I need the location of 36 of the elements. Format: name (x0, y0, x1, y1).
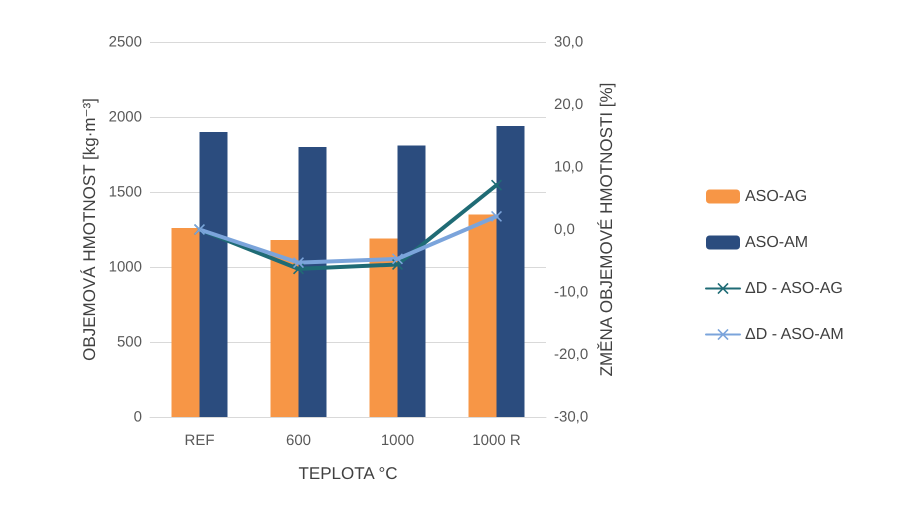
y2-tick-label: 0,0 (554, 221, 575, 238)
bar (496, 126, 524, 417)
bar (172, 228, 200, 417)
x-tick-label: 600 (286, 432, 312, 449)
y2-tick-label: 30,0 (554, 34, 584, 50)
y-tick-label: 2000 (108, 108, 142, 126)
x-axis-title: TEPLOTA °C (298, 464, 398, 483)
y-tick-label: 2500 (108, 34, 142, 50)
x-tick-label: REF (184, 432, 214, 449)
point (491, 210, 502, 222)
y2-tick-label: 20,0 (554, 96, 584, 113)
y-tick-label: 1500 (108, 184, 142, 200)
y2-tick-label: 10,0 (554, 158, 584, 176)
legend-label: ASO-AG (745, 188, 808, 205)
bar (398, 146, 426, 417)
y2-tick-label: -20,0 (554, 346, 588, 363)
point (392, 253, 403, 264)
legend-label: ΔD - ASO-AG (745, 280, 843, 297)
bar (270, 240, 298, 417)
y2-tick-label: -30,0 (554, 408, 588, 426)
bar (200, 132, 228, 417)
point (293, 257, 304, 268)
bar (370, 238, 398, 417)
bar (468, 214, 496, 417)
y-tick-label: 1000 (108, 258, 142, 276)
y-tick-label: 500 (116, 334, 142, 350)
y2-tick-label: -10,0 (554, 284, 588, 300)
legend-label: ΔD - ASO-AM (745, 326, 844, 343)
y-axis-title: OBJEMOVÁ HMOTNOST [kg·m⁻³] (80, 98, 99, 361)
x-tick-label: 1000 R (472, 432, 521, 449)
legend-label: ASO-AM (745, 234, 808, 251)
point (491, 180, 502, 191)
y2-axis-title: ZMĚNA OBJEMOVÉ HMOTNOSTI [%] (597, 82, 616, 376)
y-tick-label: 0 (134, 408, 142, 426)
x-tick-label: 1000 (380, 432, 414, 449)
bar (298, 147, 326, 417)
